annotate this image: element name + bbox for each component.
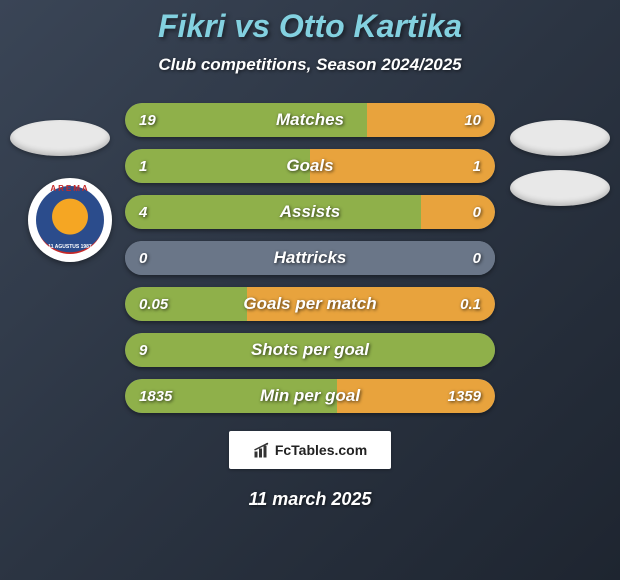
club-logo: AREMA 11 AGUSTUS 1987 xyxy=(28,178,112,262)
bar-track xyxy=(125,195,495,229)
bar-value-right: 10 xyxy=(464,103,481,137)
stat-row: Goals per match0.050.1 xyxy=(125,287,495,321)
bar-right-fill xyxy=(421,195,495,229)
bar-track xyxy=(125,287,495,321)
date-text: 11 march 2025 xyxy=(0,489,620,510)
bar-value-left: 0 xyxy=(139,241,147,275)
player2-badge-1 xyxy=(510,120,610,156)
bar-value-left: 19 xyxy=(139,103,156,137)
bar-value-left: 0.05 xyxy=(139,287,168,321)
bar-track xyxy=(125,149,495,183)
bar-track xyxy=(125,333,495,367)
bar-value-right: 1 xyxy=(473,149,481,183)
stat-row: Goals11 xyxy=(125,149,495,183)
stat-row: Assists40 xyxy=(125,195,495,229)
main-container: Fikri vs Otto Kartika Club competitions,… xyxy=(0,0,620,580)
bar-right-fill xyxy=(310,149,495,183)
bar-left-fill xyxy=(125,149,310,183)
bar-track xyxy=(125,103,495,137)
stat-row: Shots per goal9 xyxy=(125,333,495,367)
bar-value-right: 0 xyxy=(473,241,481,275)
bar-left-fill xyxy=(125,103,367,137)
club-logo-name: AREMA xyxy=(36,184,104,193)
stat-row: Min per goal18351359 xyxy=(125,379,495,413)
bar-value-left: 4 xyxy=(139,195,147,229)
bar-right-fill xyxy=(247,287,495,321)
bar-value-right: 0.1 xyxy=(460,287,481,321)
club-logo-inner: AREMA 11 AGUSTUS 1987 xyxy=(36,186,104,254)
player1-badge xyxy=(10,120,110,156)
bar-track xyxy=(125,241,495,275)
player2-badge-2 xyxy=(510,170,610,206)
bar-left-fill xyxy=(125,195,421,229)
subtitle: Club competitions, Season 2024/2025 xyxy=(0,55,620,75)
stat-row: Matches1910 xyxy=(125,103,495,137)
bar-value-left: 9 xyxy=(139,333,147,367)
stat-row: Hattricks00 xyxy=(125,241,495,275)
bar-left-fill xyxy=(125,241,495,275)
stats-bars: Matches1910Goals11Assists40Hattricks00Go… xyxy=(125,103,495,413)
bar-value-right: 1359 xyxy=(448,379,481,413)
bar-left-fill xyxy=(125,333,495,367)
bar-value-left: 1 xyxy=(139,149,147,183)
club-logo-date: 11 AGUSTUS 1987 xyxy=(36,244,104,250)
chart-icon xyxy=(253,441,271,459)
page-title: Fikri vs Otto Kartika xyxy=(0,8,620,45)
fctables-badge[interactable]: FcTables.com xyxy=(229,431,391,469)
bar-value-right: 0 xyxy=(473,195,481,229)
bar-value-left: 1835 xyxy=(139,379,172,413)
bar-track xyxy=(125,379,495,413)
fctables-text: FcTables.com xyxy=(275,442,367,458)
